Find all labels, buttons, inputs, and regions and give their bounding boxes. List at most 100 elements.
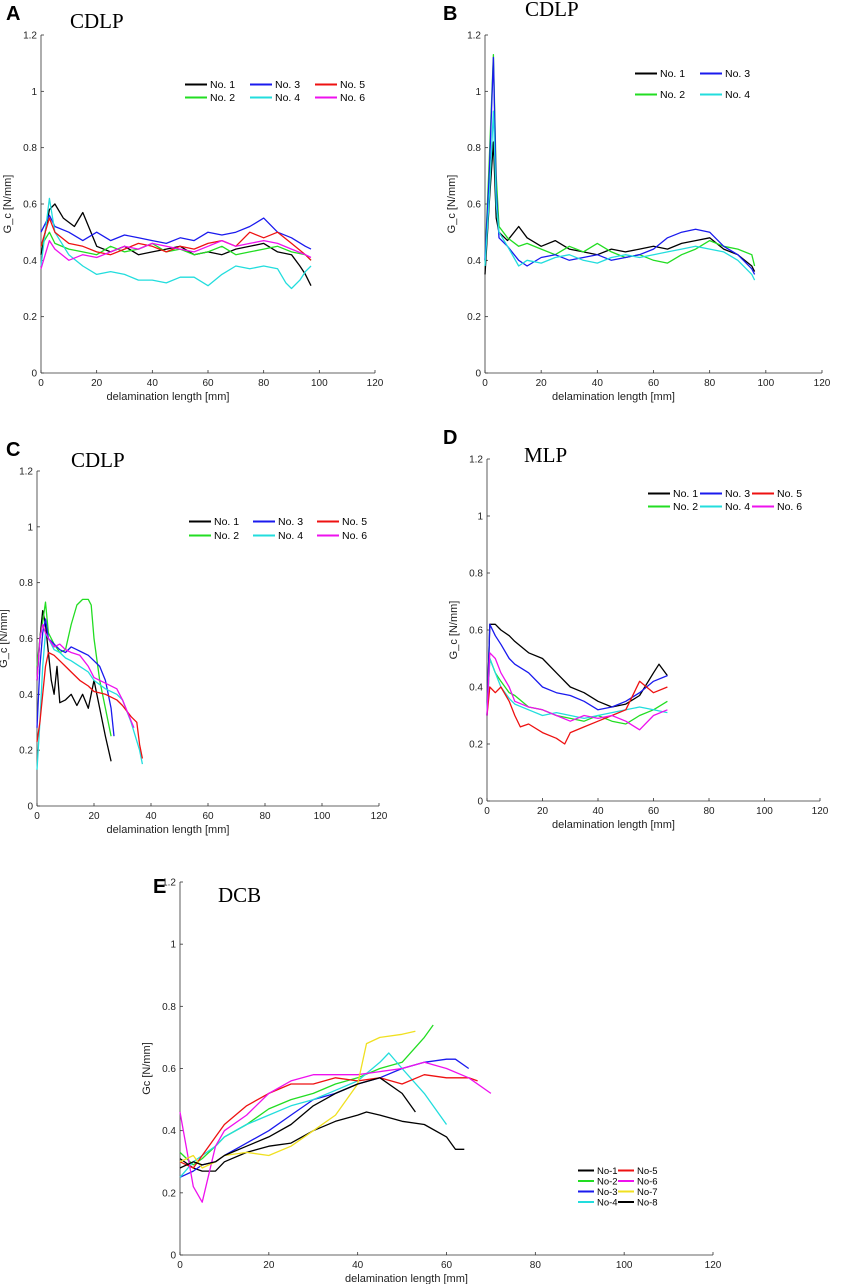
series-line-no-1 bbox=[179, 1111, 465, 1172]
x-tick-label: 100 bbox=[311, 378, 328, 389]
x-tick-label: 0 bbox=[484, 806, 490, 817]
legend-label: No. 2 bbox=[673, 501, 698, 513]
x-axis-label: delamination length [mm] bbox=[107, 391, 230, 403]
y-tick-label: 1.2 bbox=[19, 467, 33, 478]
x-tick-label: 100 bbox=[616, 1260, 633, 1271]
legend-label: No-6 bbox=[637, 1177, 658, 1188]
legend-label: No. 6 bbox=[777, 501, 802, 513]
y-tick-label: 0.2 bbox=[19, 746, 33, 757]
x-tick-label: 20 bbox=[263, 1260, 275, 1271]
chart-title: CDLP bbox=[525, 0, 579, 21]
legend-label: No. 4 bbox=[275, 92, 300, 104]
y-axis-label: Gc [N/mm] bbox=[141, 1042, 153, 1095]
legend-label: No. 1 bbox=[214, 516, 239, 528]
series-line-no-5 bbox=[179, 1074, 478, 1169]
y-tick-label: 0 bbox=[27, 802, 33, 813]
panel-letter: A bbox=[6, 3, 20, 25]
legend-label: No. 4 bbox=[278, 530, 303, 542]
y-tick-label: 0.6 bbox=[19, 634, 33, 645]
legend-label: No. 1 bbox=[210, 79, 235, 91]
x-tick-label: 60 bbox=[202, 811, 214, 822]
series-line-no-3 bbox=[179, 1058, 470, 1178]
y-tick-label: 0.8 bbox=[19, 578, 33, 589]
legend-label: No-2 bbox=[597, 1177, 618, 1188]
series-line-no-3 bbox=[40, 214, 312, 250]
series-line-no-4 bbox=[40, 197, 312, 290]
panel-letter: C bbox=[6, 439, 20, 461]
x-tick-label: 20 bbox=[537, 806, 549, 817]
legend-label: No-7 bbox=[637, 1187, 658, 1198]
y-tick-label: 0.6 bbox=[162, 1064, 176, 1075]
y-axis-label: G_c [N/mm] bbox=[2, 175, 14, 234]
legend-label: No. 4 bbox=[725, 89, 750, 101]
x-tick-label: 0 bbox=[482, 378, 488, 389]
y-axis-label: G_c [N/mm] bbox=[448, 601, 460, 660]
series-line-no-3 bbox=[484, 56, 756, 275]
legend-label: No. 3 bbox=[278, 516, 303, 528]
chart-title: DCB bbox=[218, 883, 261, 907]
legend-label: No. 3 bbox=[725, 68, 750, 80]
series-line-no-3 bbox=[36, 618, 115, 737]
y-tick-label: 1 bbox=[477, 512, 483, 523]
y-tick-label: 1 bbox=[31, 87, 37, 98]
y-tick-label: 0.8 bbox=[469, 569, 483, 580]
y-tick-label: 0 bbox=[477, 797, 483, 808]
x-tick-label: 100 bbox=[314, 811, 331, 822]
series-line-no-1 bbox=[40, 203, 312, 286]
x-tick-label: 20 bbox=[91, 378, 103, 389]
x-tick-label: 100 bbox=[756, 806, 773, 817]
y-axis-label: G_c [N/mm] bbox=[446, 175, 458, 234]
x-tick-label: 0 bbox=[38, 378, 44, 389]
series-line-no-8 bbox=[179, 1077, 416, 1169]
legend-label: No. 2 bbox=[210, 92, 235, 104]
series-line-no-6 bbox=[179, 1061, 492, 1203]
y-tick-label: 0 bbox=[475, 369, 481, 380]
y-tick-label: 0.2 bbox=[469, 740, 483, 751]
panel-letter: B bbox=[443, 3, 457, 25]
y-tick-label: 0 bbox=[170, 1251, 176, 1262]
x-tick-label: 20 bbox=[536, 378, 548, 389]
series-line-no-2 bbox=[36, 598, 112, 737]
panel-d: D MLP 0 20 40 60 80 100 120 0 0.2 0.4 0.6 0.8 1 1.2 dela… bbox=[443, 427, 829, 831]
legend-label: No. 3 bbox=[725, 488, 750, 500]
series-line-no-2 bbox=[179, 1024, 434, 1166]
y-tick-label: 0.8 bbox=[23, 143, 37, 154]
y-tick-label: 0.2 bbox=[23, 312, 37, 323]
x-tick-label: 120 bbox=[705, 1260, 722, 1271]
series-line-no-4 bbox=[484, 110, 756, 281]
legend-label: No. 6 bbox=[340, 92, 365, 104]
y-tick-label: 0.4 bbox=[19, 690, 33, 701]
legend-label: No-5 bbox=[637, 1166, 658, 1177]
panel-b: B CDLP 0 20 40 60 80 100 120 0 0.2 0.4 0.6 0.8 1 1.2 del… bbox=[443, 0, 831, 403]
x-tick-label: 120 bbox=[371, 811, 388, 822]
y-tick-label: 1 bbox=[475, 87, 481, 98]
x-axis-label: delamination length [mm] bbox=[345, 1273, 468, 1284]
x-tick-label: 0 bbox=[34, 811, 40, 822]
legend-label: No. 1 bbox=[673, 488, 698, 500]
series-line-no-5 bbox=[36, 651, 144, 759]
legend-label: No. 5 bbox=[340, 79, 365, 91]
legend-label: No-1 bbox=[597, 1166, 618, 1177]
legend-label: No-8 bbox=[637, 1198, 658, 1209]
chart-title: CDLP bbox=[70, 9, 124, 33]
x-tick-label: 120 bbox=[812, 806, 829, 817]
series-line-no-2 bbox=[40, 231, 312, 261]
series-line-no-4 bbox=[179, 1052, 448, 1178]
legend-label: No. 4 bbox=[725, 501, 750, 513]
y-tick-label: 0.4 bbox=[23, 256, 37, 267]
legend-label: No-3 bbox=[597, 1187, 618, 1198]
x-axis-label: delamination length [mm] bbox=[552, 819, 675, 831]
y-tick-label: 0.6 bbox=[467, 200, 481, 211]
series-line-no-5 bbox=[486, 680, 668, 745]
x-tick-label: 80 bbox=[530, 1260, 542, 1271]
x-tick-label: 60 bbox=[441, 1260, 453, 1271]
y-tick-label: 1.2 bbox=[162, 878, 176, 889]
x-tick-label: 80 bbox=[259, 811, 271, 822]
series-line-no-1 bbox=[486, 623, 668, 716]
series-line-no-5 bbox=[40, 217, 312, 261]
series-line-no-2 bbox=[484, 54, 756, 267]
panel-letter: E bbox=[153, 876, 166, 898]
series-line-no-6 bbox=[486, 652, 668, 731]
y-tick-label: 1.2 bbox=[467, 31, 481, 42]
